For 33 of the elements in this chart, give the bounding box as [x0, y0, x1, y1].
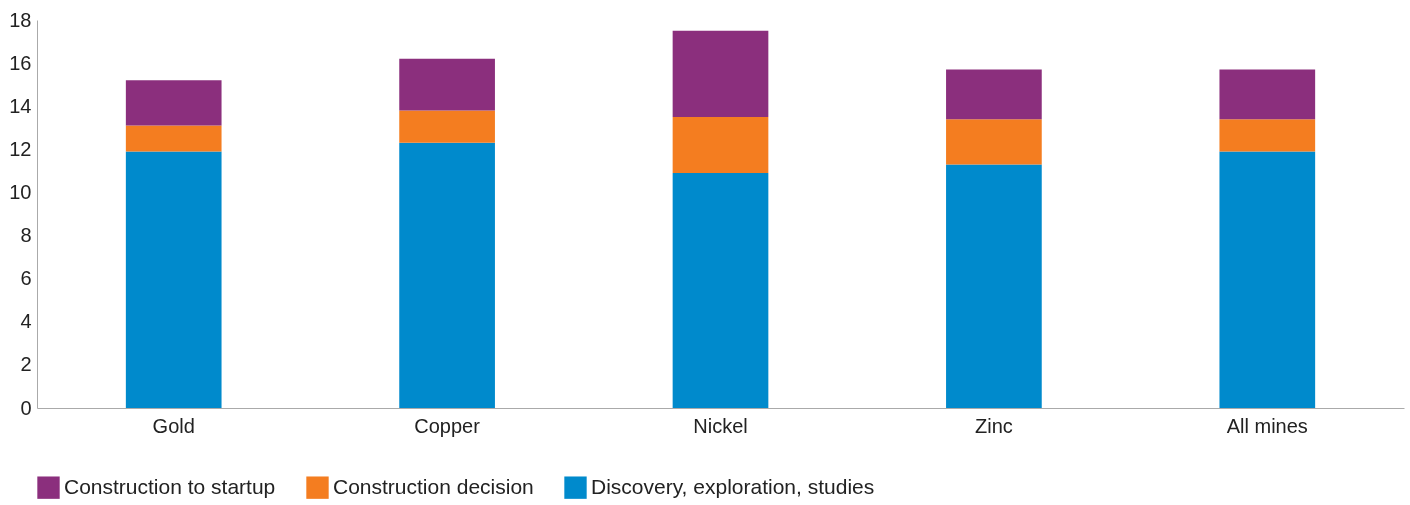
bar	[399, 58, 495, 111]
y-tick-label: 14	[9, 94, 32, 117]
y-tick-label: 10	[9, 180, 32, 203]
bar	[946, 119, 1042, 165]
y-tick-label: 16	[9, 51, 32, 74]
bar	[125, 125, 222, 152]
y-tick-label: 8	[20, 224, 32, 247]
legend-label: Construction to startup	[64, 474, 276, 498]
bar	[946, 164, 1042, 408]
x-tick-label: Copper	[414, 414, 481, 437]
bar	[946, 69, 1042, 120]
legend-label: Construction decision	[333, 474, 534, 498]
bar	[672, 30, 769, 117]
bar	[1219, 69, 1316, 120]
y-tick-label: 18	[9, 8, 32, 31]
bar	[672, 117, 769, 174]
y-tick-label: 6	[20, 267, 32, 290]
y-tick-label: 0	[20, 396, 32, 419]
y-tick-label: 2	[20, 353, 32, 376]
x-tick-label: Gold	[152, 414, 195, 437]
y-tick-label: 12	[9, 137, 32, 160]
bar	[125, 80, 222, 126]
y-tick-label: 4	[20, 310, 32, 333]
x-tick-label: Zinc	[975, 414, 1013, 437]
legend-label: Discovery, exploration, studies	[591, 474, 875, 498]
x-tick-label: All mines	[1226, 414, 1308, 437]
bar	[672, 173, 769, 408]
x-tick-label: Nickel	[693, 414, 748, 437]
bar	[399, 110, 495, 143]
bar	[125, 151, 222, 408]
bar	[1219, 151, 1316, 408]
bar	[1219, 119, 1316, 152]
bar	[399, 142, 495, 408]
